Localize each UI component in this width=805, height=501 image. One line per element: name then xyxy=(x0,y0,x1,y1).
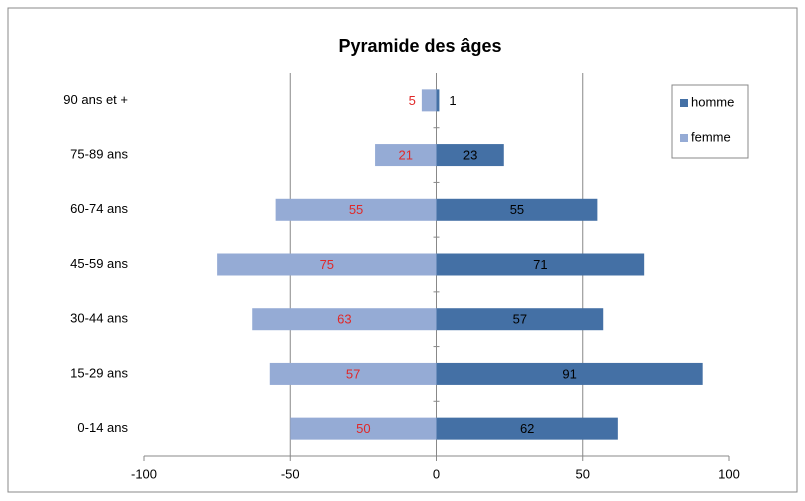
bar xyxy=(217,253,437,276)
y-tick-label: 15-29 ans xyxy=(70,365,128,380)
bar xyxy=(436,362,703,385)
data-label: 62 xyxy=(520,421,534,436)
bar xyxy=(290,417,437,440)
x-tick-label: -100 xyxy=(131,466,157,481)
data-label: 57 xyxy=(513,312,527,327)
data-label: 23 xyxy=(463,148,477,163)
y-tick-label: 60-74 ans xyxy=(70,201,128,216)
y-tick-label: 0-14 ans xyxy=(77,420,128,435)
chart-title: Pyramide des âges xyxy=(338,36,501,56)
x-tick-label: 50 xyxy=(576,466,590,481)
bar xyxy=(252,308,437,331)
legend-box xyxy=(671,84,749,159)
bar xyxy=(436,253,645,276)
data-label: 50 xyxy=(356,421,370,436)
data-label: 63 xyxy=(337,312,351,327)
bar xyxy=(436,198,598,221)
y-tick-label: 90 ans et + xyxy=(63,92,128,107)
legend-swatch xyxy=(680,134,688,142)
x-tick-label: 0 xyxy=(433,466,440,481)
data-label: 71 xyxy=(533,257,547,272)
data-label: 57 xyxy=(346,366,360,381)
data-label: 55 xyxy=(349,202,363,217)
bar xyxy=(436,417,618,440)
data-label: 1 xyxy=(449,93,456,108)
data-label: 5 xyxy=(409,93,416,108)
bar xyxy=(269,362,437,385)
bar xyxy=(436,144,504,167)
legend-swatch xyxy=(680,99,688,107)
legend-label: femme xyxy=(691,129,731,144)
bar xyxy=(436,89,440,112)
bar xyxy=(275,198,437,221)
chart-border xyxy=(7,7,798,493)
x-tick-label: 100 xyxy=(718,466,740,481)
data-label: 75 xyxy=(320,257,334,272)
bar xyxy=(436,308,604,331)
bar xyxy=(375,144,437,167)
y-tick-label: 75-89 ans xyxy=(70,147,128,162)
x-tick-label: -50 xyxy=(281,466,300,481)
bar xyxy=(421,89,437,112)
y-tick-label: 45-59 ans xyxy=(70,256,128,271)
data-label: 21 xyxy=(399,148,413,163)
data-label: 55 xyxy=(510,202,524,217)
y-tick-label: 30-44 ans xyxy=(70,311,128,326)
data-label: 91 xyxy=(562,366,576,381)
legend-label: homme xyxy=(691,94,734,109)
